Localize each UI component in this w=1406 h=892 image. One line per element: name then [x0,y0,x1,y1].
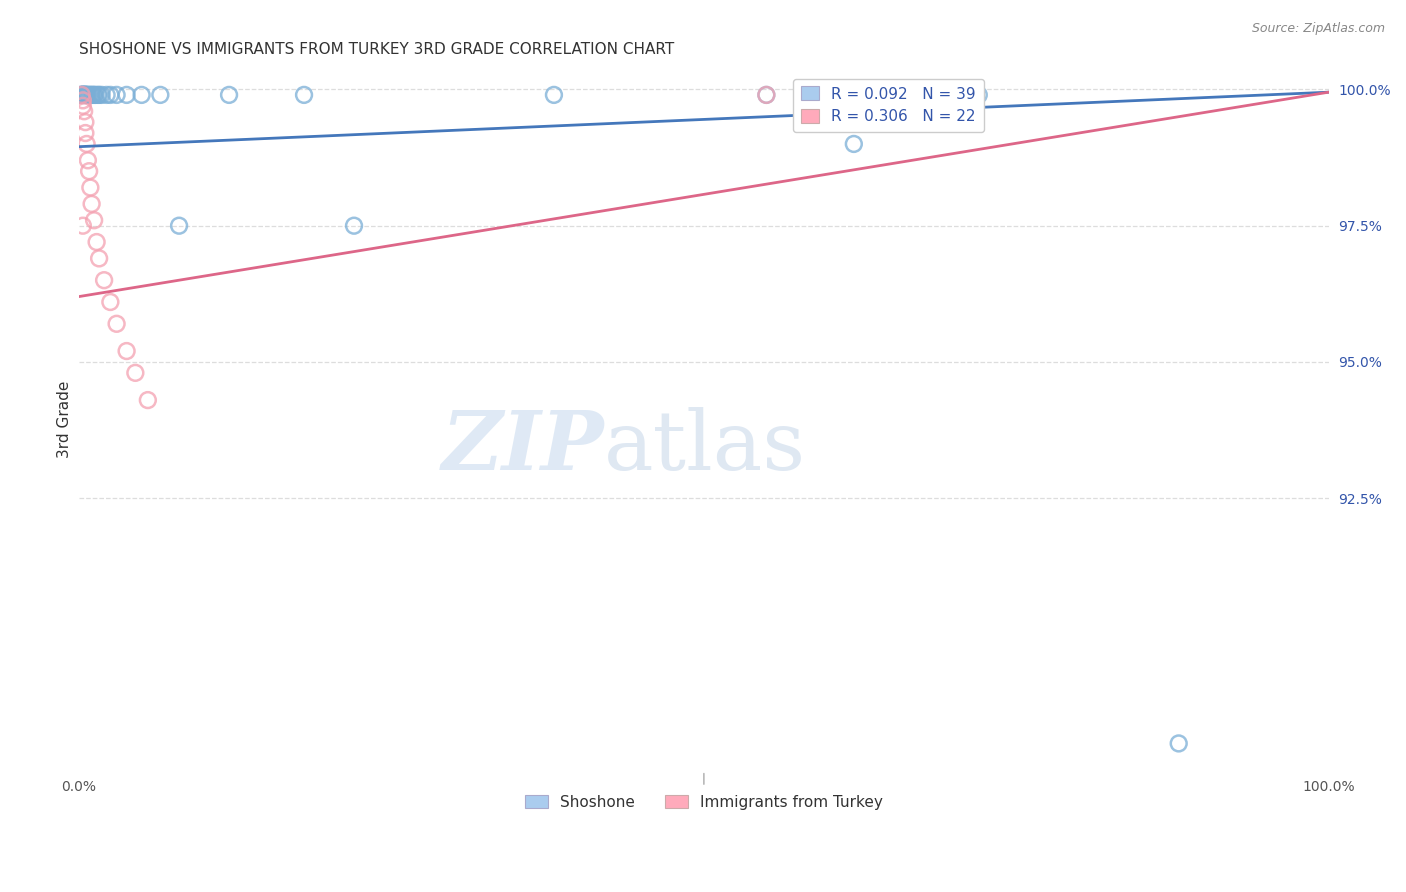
Point [72,87,94,102]
Point [84,87,107,102]
Point [76,87,98,102]
Text: Source: ZipAtlas.com: Source: ZipAtlas.com [1251,22,1385,36]
Point [86,235,108,249]
Point [124,366,146,380]
Text: atlas: atlas [605,408,806,487]
Point [115,87,138,102]
Point [87,252,110,266]
Point [967,87,990,102]
Point [87,87,110,102]
Point [543,87,565,102]
Point [72,87,94,102]
Point [75,87,97,102]
Point [149,87,172,102]
Point [83,213,105,227]
Point [75,126,97,140]
Point [75,115,97,129]
Point [292,87,315,102]
Legend: Shoshone, Immigrants from Turkey: Shoshone, Immigrants from Turkey [519,789,889,816]
Point [131,87,153,102]
Point [842,136,865,151]
Point [72,99,94,113]
Text: SHOSHONE VS IMMIGRANTS FROM TURKEY 3RD GRADE CORRELATION CHART: SHOSHONE VS IMMIGRANTS FROM TURKEY 3RD G… [79,42,675,57]
Point [69,87,91,102]
Point [87,87,110,102]
Point [76,87,98,102]
Point [79,180,101,194]
Point [70,87,93,102]
Point [105,87,128,102]
Point [77,164,100,178]
Point [82,87,104,102]
Point [76,153,98,168]
Point [167,219,190,233]
Point [343,219,366,233]
Point [136,393,159,408]
Point [73,87,96,102]
Y-axis label: 3rd Grade: 3rd Grade [58,381,72,458]
Point [115,344,138,359]
Point [1167,736,1189,750]
Point [76,87,98,102]
Point [80,197,103,211]
Point [77,87,100,102]
Point [755,87,778,102]
Point [75,87,97,102]
Point [72,87,94,102]
Point [72,93,94,107]
Point [73,87,96,102]
Point [70,87,93,102]
Point [72,219,94,233]
Point [75,87,97,102]
Point [79,87,101,102]
Point [73,104,96,119]
Point [218,87,240,102]
Point [90,87,112,102]
Point [98,87,121,102]
Point [755,87,778,102]
Point [72,87,94,102]
Text: ZIP: ZIP [441,408,605,487]
Point [70,87,93,102]
Point [93,273,115,287]
Point [76,136,98,151]
Point [83,87,105,102]
Point [98,295,121,310]
Point [96,87,118,102]
Point [105,317,128,331]
Point [80,87,103,102]
